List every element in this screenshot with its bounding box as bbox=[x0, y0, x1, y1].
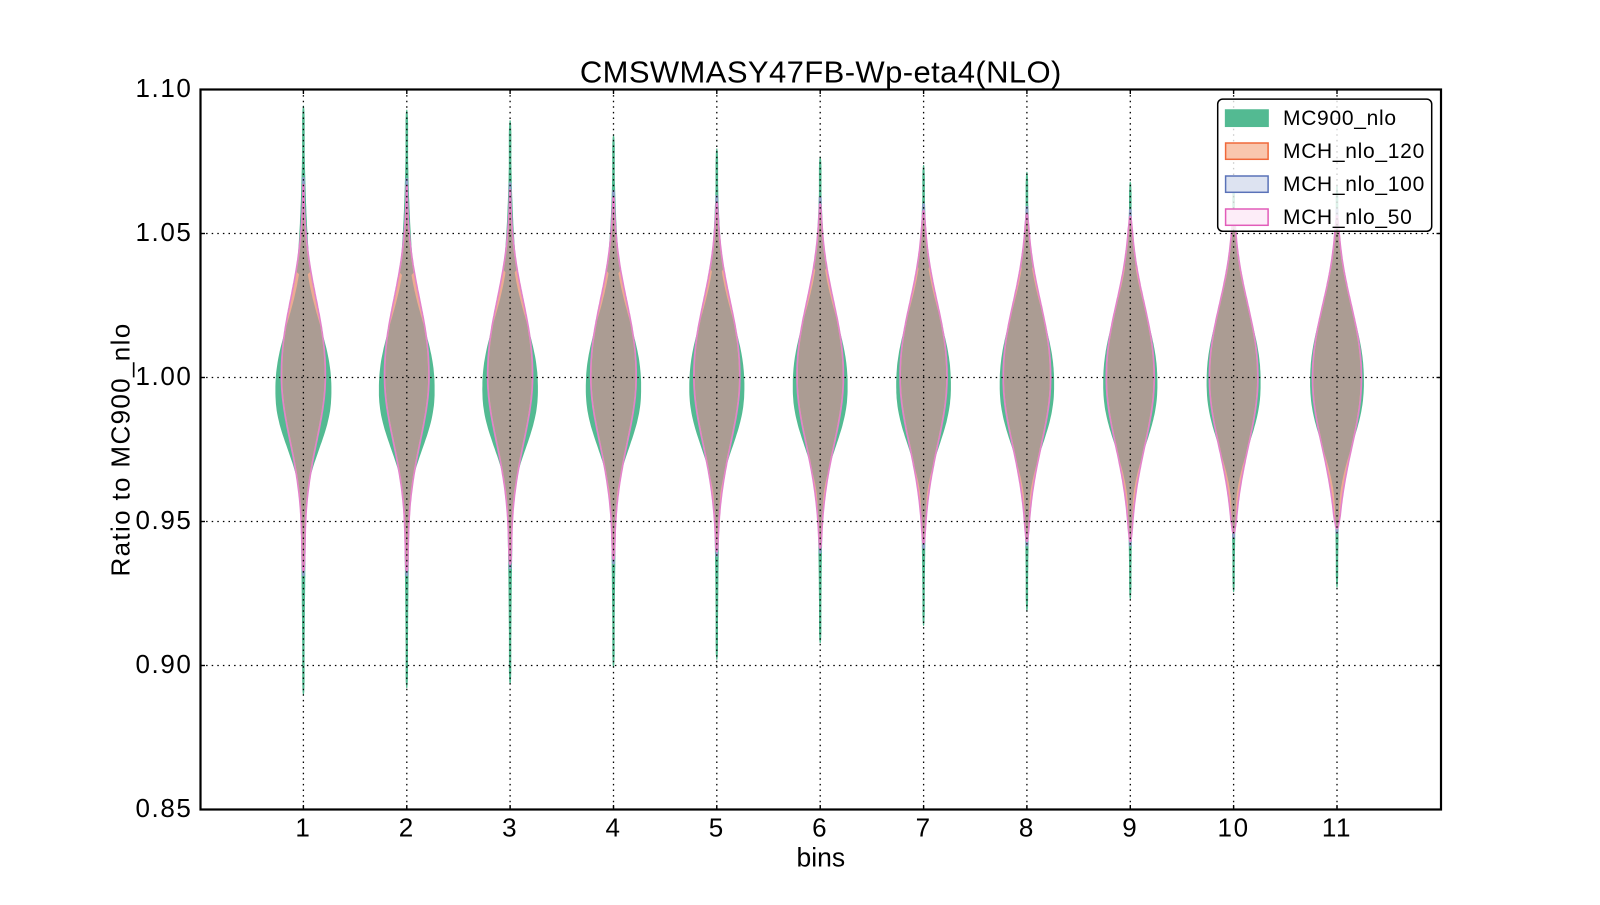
svg-text:8: 8 bbox=[1019, 813, 1035, 843]
svg-text:9: 9 bbox=[1122, 813, 1138, 843]
svg-text:bins: bins bbox=[796, 843, 845, 873]
svg-text:5: 5 bbox=[709, 813, 725, 843]
svg-text:7: 7 bbox=[916, 813, 932, 843]
svg-text:MCH_nlo_120: MCH_nlo_120 bbox=[1283, 140, 1425, 163]
svg-text:CMSWMASY47FB-Wp-eta4(NLO): CMSWMASY47FB-Wp-eta4(NLO) bbox=[580, 55, 1062, 90]
svg-text:MCH_nlo_50: MCH_nlo_50 bbox=[1283, 206, 1413, 229]
svg-text:2: 2 bbox=[399, 813, 415, 843]
svg-text:Ratio to MC900_nlo: Ratio to MC900_nlo bbox=[106, 322, 136, 576]
svg-text:6: 6 bbox=[812, 813, 828, 843]
svg-text:MCH_nlo_100: MCH_nlo_100 bbox=[1283, 173, 1425, 196]
svg-text:0.90: 0.90 bbox=[135, 649, 192, 679]
svg-text:10: 10 bbox=[1218, 813, 1250, 843]
svg-text:1: 1 bbox=[295, 813, 311, 843]
svg-text:4: 4 bbox=[605, 813, 621, 843]
svg-text:0.85: 0.85 bbox=[135, 793, 192, 823]
svg-text:1.00: 1.00 bbox=[135, 361, 192, 391]
svg-text:1.10: 1.10 bbox=[135, 73, 192, 103]
svg-text:MC900_nlo: MC900_nlo bbox=[1283, 107, 1397, 130]
svg-text:0.95: 0.95 bbox=[135, 505, 192, 535]
svg-text:11: 11 bbox=[1322, 813, 1352, 843]
svg-text:1.05: 1.05 bbox=[135, 217, 192, 247]
svg-text:3: 3 bbox=[502, 813, 518, 843]
